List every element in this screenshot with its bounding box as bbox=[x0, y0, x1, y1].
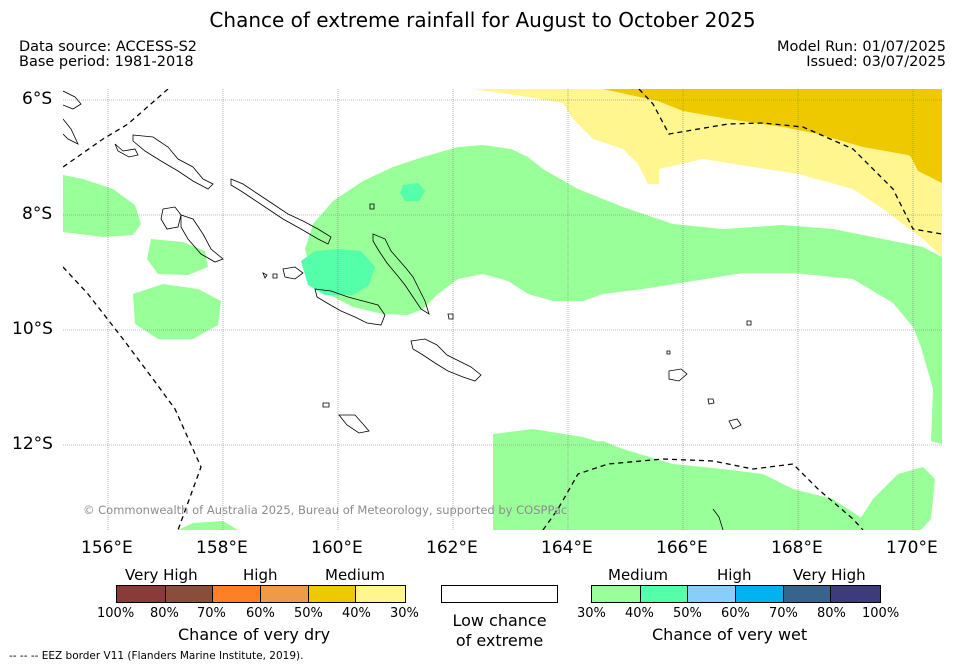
wet-swatch-1 bbox=[592, 586, 641, 602]
graticule bbox=[63, 89, 942, 530]
wet-cat-high: High bbox=[717, 566, 752, 584]
wet-medium-region-south-east bbox=[853, 467, 935, 530]
lon-label-166e: 166°E bbox=[656, 538, 708, 558]
dry-swatch-4 bbox=[261, 586, 309, 602]
wet-tick-40: 40% bbox=[625, 606, 654, 621]
dry-tick-50: 50% bbox=[294, 606, 323, 621]
wet-medium-region-main bbox=[305, 145, 942, 444]
lat-label-6s: 6°S bbox=[22, 89, 53, 109]
lon-label-168e: 168°E bbox=[771, 538, 823, 558]
wet-tick-80: 80% bbox=[817, 606, 846, 621]
wet-high-region-small bbox=[400, 183, 425, 201]
dry-tick-40: 40% bbox=[342, 606, 371, 621]
map-title: Chance of extreme rainfall for August to… bbox=[209, 8, 756, 32]
issued-date: Issued: 03/07/2025 bbox=[806, 54, 946, 70]
wet-legend-title: Chance of very wet bbox=[652, 625, 808, 644]
lon-label-164e: 164°E bbox=[541, 538, 593, 558]
rainfall-map bbox=[63, 89, 942, 530]
dry-tick-100: 100% bbox=[97, 606, 135, 621]
wet-swatch-2 bbox=[640, 586, 689, 602]
wet-medium-region-south2 bbox=[563, 441, 813, 530]
wet-swatch-3 bbox=[688, 586, 736, 602]
wet-swatch-4 bbox=[736, 586, 784, 602]
wet-medium-region-west bbox=[63, 175, 141, 237]
wet-tick-50: 50% bbox=[673, 606, 702, 621]
wet-tick-30: 30% bbox=[577, 606, 606, 621]
lat-label-8s: 8°S bbox=[22, 204, 53, 224]
dry-colorbar bbox=[116, 585, 406, 603]
wet-colorbar bbox=[591, 585, 881, 603]
dry-tick-30: 30% bbox=[390, 606, 419, 621]
wet-swatch-5 bbox=[783, 586, 832, 602]
dry-high-region-east bbox=[911, 129, 942, 183]
wet-medium-region-west2 bbox=[147, 239, 208, 275]
wet-medium-region-south-west bbox=[178, 521, 238, 530]
low-chance-label-line2: of extreme bbox=[455, 631, 544, 650]
dry-swatch-5 bbox=[308, 586, 357, 602]
low-chance-label-line1: Low chance bbox=[452, 611, 547, 630]
dry-cat-medium: Medium bbox=[325, 566, 385, 584]
wet-cat-very-high: Very High bbox=[793, 566, 866, 584]
dry-tick-80: 80% bbox=[150, 606, 179, 621]
dry-legend-title: Chance of very dry bbox=[178, 625, 331, 644]
dry-swatch-2 bbox=[165, 586, 214, 602]
coastlines bbox=[63, 90, 752, 530]
lat-label-12s: 12°S bbox=[12, 434, 53, 454]
wet-tick-60: 60% bbox=[721, 606, 750, 621]
dry-swatch-6 bbox=[356, 586, 405, 602]
dry-cat-high: High bbox=[243, 566, 278, 584]
lon-label-158e: 158°E bbox=[196, 538, 248, 558]
base-period: Base period: 1981-2018 bbox=[19, 54, 194, 70]
wet-cat-medium: Medium bbox=[608, 566, 668, 584]
data-source: Data source: ACCESS-S2 bbox=[19, 39, 198, 55]
map-canvas bbox=[63, 89, 942, 530]
lon-label-170e: 170°E bbox=[886, 538, 938, 558]
copyright-notice: © Commonwealth of Australia 2025, Bureau… bbox=[83, 503, 568, 517]
dry-tick-70: 70% bbox=[197, 606, 226, 621]
lon-label-160e: 160°E bbox=[311, 538, 363, 558]
wet-tick-70: 70% bbox=[769, 606, 798, 621]
dry-cat-very-high: Very High bbox=[125, 566, 198, 584]
dry-swatch-1 bbox=[117, 586, 166, 602]
eez-border-note: -- -- -- EEZ border V11 (Flanders Marine… bbox=[9, 650, 304, 662]
wet-swatch-6 bbox=[831, 586, 880, 602]
dry-swatch-3 bbox=[213, 586, 261, 602]
eez-border bbox=[63, 89, 942, 530]
low-chance-swatch bbox=[441, 585, 558, 603]
wet-tick-100: 100% bbox=[862, 606, 900, 621]
lat-label-10s: 10°S bbox=[12, 319, 53, 339]
model-run: Model Run: 01/07/2025 bbox=[776, 39, 946, 55]
wet-medium-region-west3 bbox=[133, 284, 221, 339]
dry-tick-60: 60% bbox=[246, 606, 275, 621]
lon-label-156e: 156°E bbox=[81, 538, 133, 558]
dry-high-region bbox=[603, 89, 942, 181]
lon-label-162e: 162°E bbox=[426, 538, 478, 558]
